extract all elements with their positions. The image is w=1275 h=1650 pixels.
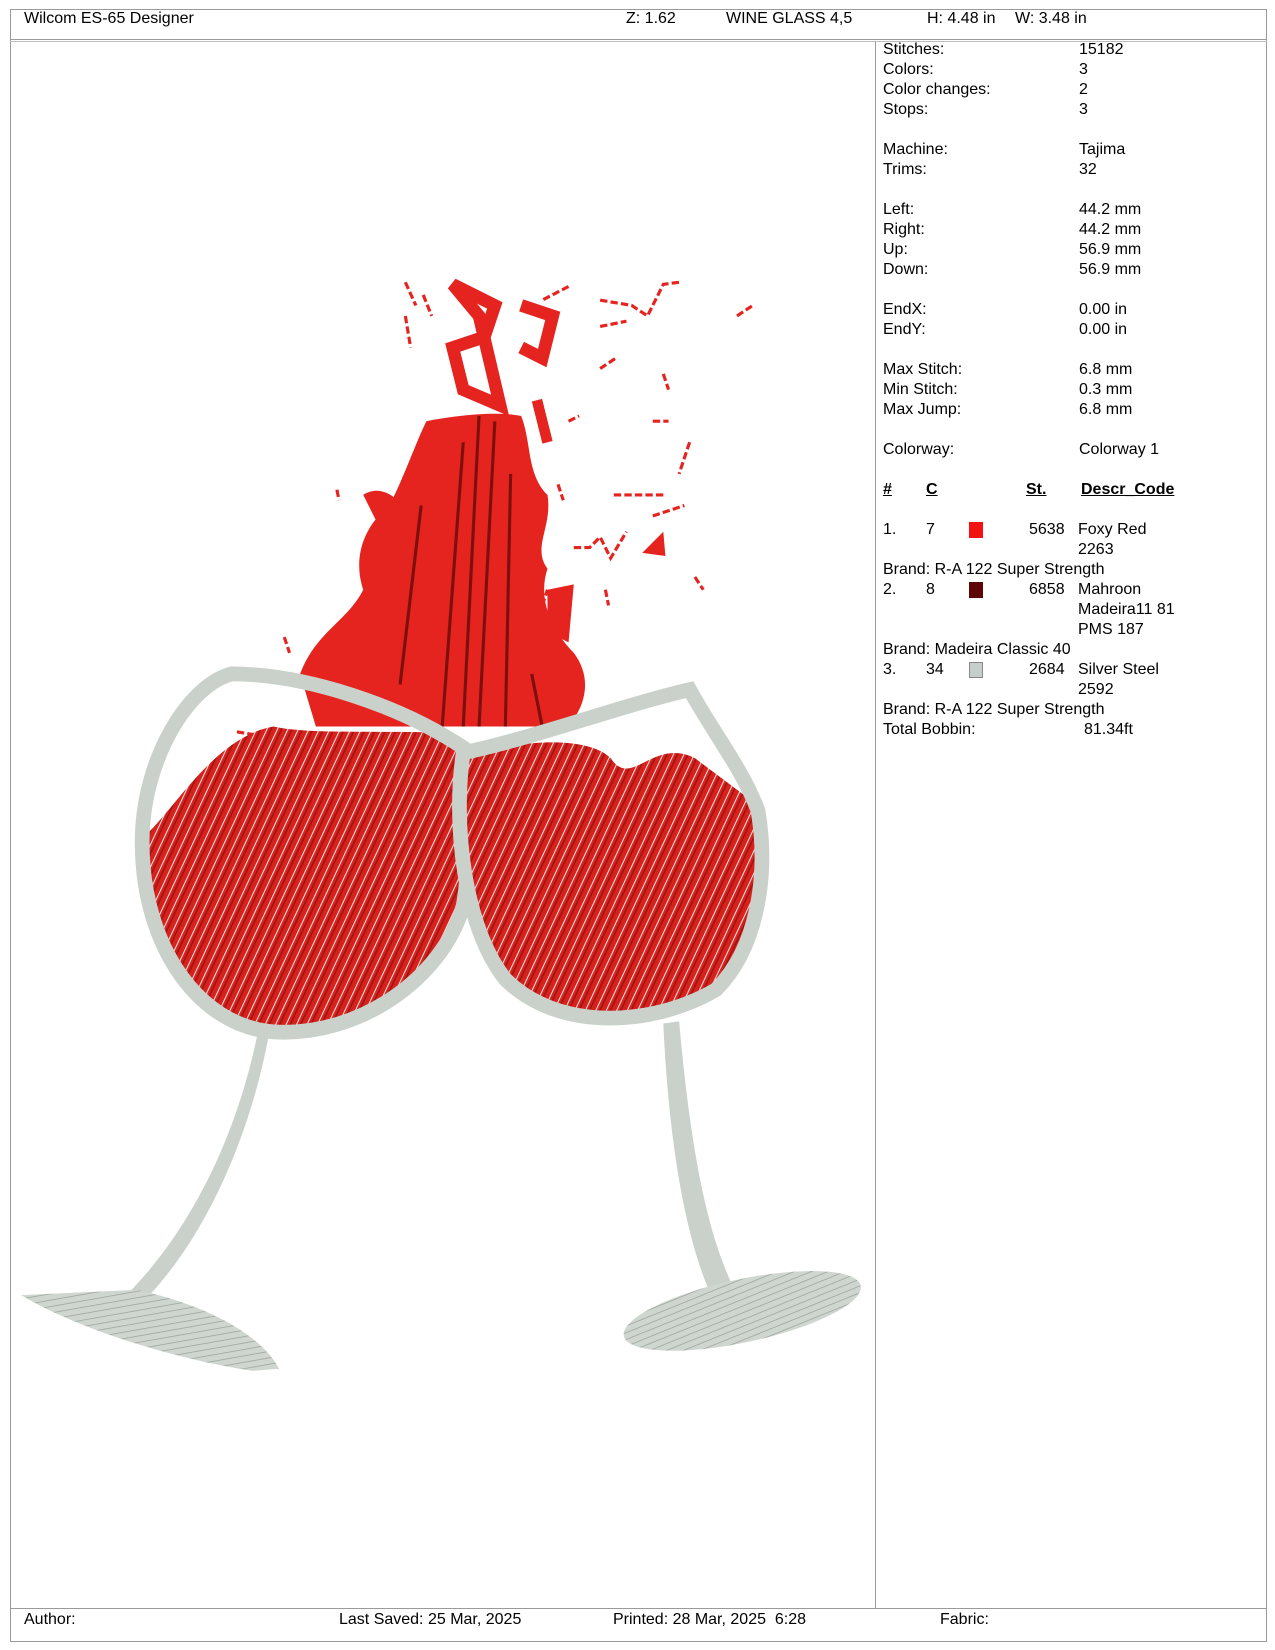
- stat-value: 0.00 in: [1079, 321, 1128, 338]
- stat-value: Tajima: [1079, 141, 1126, 158]
- left-wine-glass: [21, 666, 477, 1371]
- footer-printed: Printed: 28 Mar, 2025 6:28: [613, 1611, 807, 1628]
- footer-divider: [10, 1608, 1267, 1609]
- footer-fabric: Fabric:: [940, 1611, 989, 1628]
- page-frame: [10, 9, 1267, 1642]
- stat-value: 56.9 mm: [1079, 261, 1142, 278]
- stat-value: 32: [1079, 161, 1097, 178]
- color-row-descr: 2263: [1078, 541, 1114, 558]
- panel-divider: [875, 42, 876, 1608]
- stat-value: 44.2 mm: [1079, 201, 1142, 218]
- stat-value: 0.3 mm: [1079, 381, 1133, 398]
- color-row-descr: 2592: [1078, 681, 1114, 698]
- footer-last-saved: Last Saved: 25 Mar, 2025: [339, 1611, 522, 1628]
- design-width: W: 3.48 in: [1015, 10, 1087, 27]
- color-row-code: 8: [926, 581, 935, 598]
- color-swatch-foxy-red: [969, 522, 983, 538]
- color-row-descr: PMS 187: [1078, 621, 1144, 638]
- stat-label: Min Stitch:: [883, 381, 958, 398]
- color-row-stitches: 2684: [1029, 661, 1065, 678]
- stat-value: 6.8 mm: [1079, 401, 1133, 418]
- color-row-descr: Madeira11 81: [1078, 601, 1175, 618]
- total-bobbin-label: Total Bobbin:: [883, 721, 976, 738]
- color-row-descr: Silver Steel: [1078, 661, 1159, 678]
- color-row-code: 34: [926, 661, 944, 678]
- color-row-brand: Brand: R-A 122 Super Strength: [883, 701, 1105, 718]
- color-row-num: 2.: [883, 581, 897, 598]
- color-row-brand: Brand: Madeira Classic 40: [883, 641, 1071, 658]
- col-header-code: C: [926, 481, 938, 498]
- color-swatch-mahroon: [969, 582, 983, 598]
- header-divider: [10, 39, 1267, 42]
- stat-label: Left:: [883, 201, 915, 218]
- stat-value: 3: [1079, 61, 1088, 78]
- color-row-stitches: 5638: [1029, 521, 1065, 538]
- right-wine-glass: [452, 681, 861, 1351]
- stat-value: Colorway 1: [1079, 441, 1160, 458]
- stat-label: Max Stitch:: [883, 361, 963, 378]
- color-swatch-silver-steel: [969, 662, 983, 678]
- stat-label: Down:: [883, 261, 929, 278]
- footer-author: Author:: [24, 1611, 76, 1628]
- zoom-level: Z: 1.62: [626, 10, 676, 27]
- stat-label: Colors:: [883, 61, 934, 78]
- stat-value: 15182: [1079, 41, 1124, 58]
- stat-label: Right:: [883, 221, 925, 238]
- color-row-brand: Brand: R-A 122 Super Strength: [883, 561, 1105, 578]
- stat-label: Colorway:: [883, 441, 955, 458]
- total-bobbin-value: 81.34ft: [1084, 721, 1133, 738]
- color-row-descr: Mahroon: [1078, 581, 1142, 598]
- stat-label: Trims:: [883, 161, 927, 178]
- stat-label: EndX:: [883, 301, 927, 318]
- stat-value: 2: [1079, 81, 1088, 98]
- color-row-num: 1.: [883, 521, 897, 538]
- stat-value: 0.00 in: [1079, 301, 1128, 318]
- stat-value: 44.2 mm: [1079, 221, 1142, 238]
- app-title: Wilcom ES-65 Designer: [24, 10, 194, 27]
- color-row-descr: Foxy Red: [1078, 521, 1147, 538]
- col-header-descr: Descr_Code: [1081, 481, 1175, 498]
- color-row-num: 3.: [883, 661, 897, 678]
- stat-value: 3: [1079, 101, 1088, 118]
- col-header-num: #: [883, 481, 892, 498]
- design-height: H: 4.48 in: [927, 10, 996, 27]
- stat-label: Stitches:: [883, 41, 945, 58]
- col-header-stitches: St.: [1026, 481, 1047, 498]
- stat-label: EndY:: [883, 321, 926, 338]
- stat-label: Up:: [883, 241, 908, 258]
- stat-label: Machine:: [883, 141, 948, 158]
- design-name: WINE GLASS 4,5: [726, 10, 853, 27]
- stat-value: 6.8 mm: [1079, 361, 1133, 378]
- color-row-code: 7: [926, 521, 935, 538]
- wine-splash: [236, 278, 754, 739]
- stat-label: Max Jump:: [883, 401, 962, 418]
- stat-label: Stops:: [883, 101, 929, 118]
- stat-label: Color changes:: [883, 81, 991, 98]
- stat-value: 56.9 mm: [1079, 241, 1142, 258]
- color-row-stitches: 6858: [1029, 581, 1065, 598]
